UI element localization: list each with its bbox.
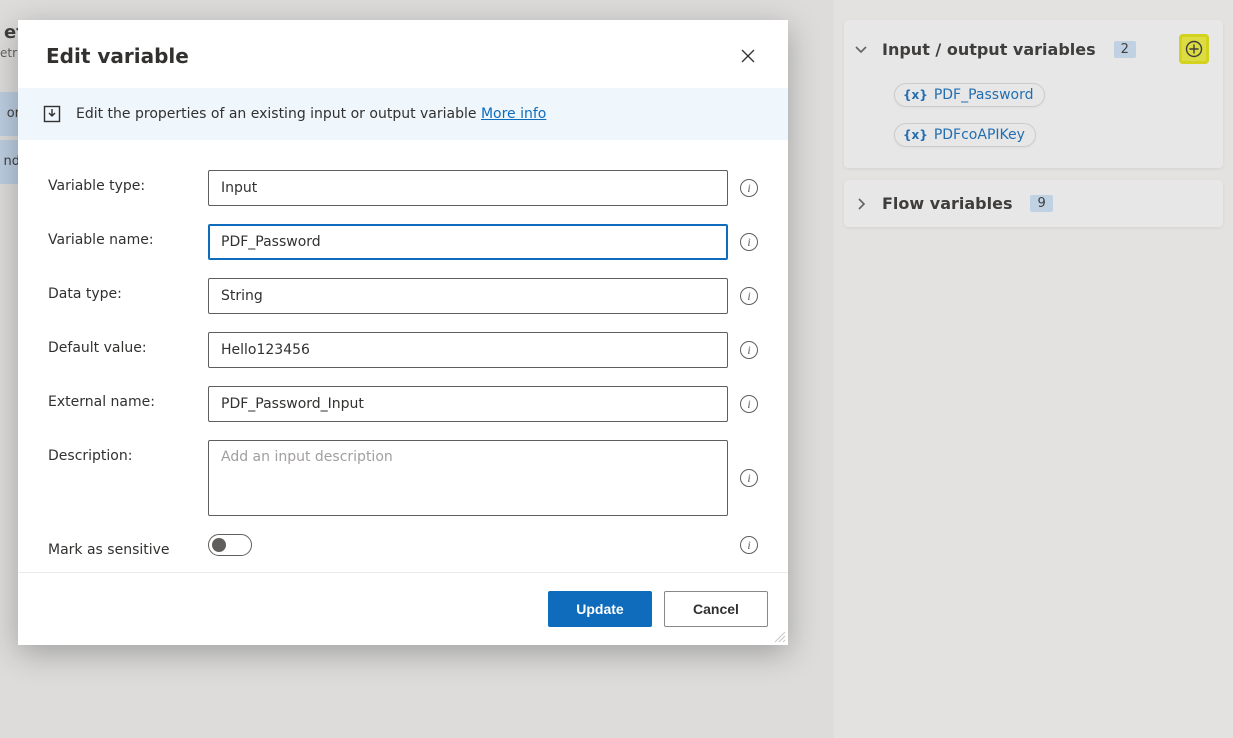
row-variable-type: Variable type: i <box>48 170 758 206</box>
more-info-link[interactable]: More info <box>481 106 546 122</box>
variable-row[interactable]: {x} PDF_Password Hello123456 <box>844 78 1223 118</box>
label-variable-type: Variable type: <box>48 170 192 194</box>
label-sensitive: Mark as sensitive <box>48 534 192 558</box>
flow-variables-section: Flow variables 9 <box>844 180 1223 227</box>
add-variable-button[interactable] <box>1179 34 1209 64</box>
row-external-name: External name: i <box>48 386 758 422</box>
flow-variables-count: 9 <box>1030 195 1052 212</box>
external-name-input[interactable] <box>208 386 728 422</box>
label-external-name: External name: <box>48 386 192 410</box>
info-icon[interactable]: i <box>740 179 758 197</box>
info-band: Edit the properties of an existing input… <box>18 88 788 140</box>
variable-type-select[interactable] <box>208 170 728 206</box>
row-sensitive: Mark as sensitive i <box>48 534 758 558</box>
info-icon[interactable]: i <box>740 469 758 487</box>
variable-value: hirenpatel2236@gm... <box>1030 122 1190 148</box>
variable-name-input[interactable] <box>208 224 728 260</box>
io-variables-count: 2 <box>1114 41 1136 58</box>
row-variable-name: Variable name: i <box>48 224 758 260</box>
update-button[interactable]: Update <box>548 591 652 627</box>
modal-footer: Update Cancel <box>18 572 788 645</box>
io-variables-section: Input / output variables 2 {x} PDF_Passw… <box>844 20 1223 168</box>
variable-row[interactable]: {x} PDFcoAPIKey hirenpatel2236@gm... <box>844 118 1223 158</box>
variable-chip[interactable]: {x} PDFcoAPIKey <box>894 123 1036 147</box>
row-default-value: Default value: i <box>48 332 758 368</box>
row-description: Description: i <box>48 440 758 516</box>
flow-variables-title: Flow variables <box>882 194 1012 213</box>
description-textarea[interactable] <box>208 440 728 516</box>
info-icon[interactable]: i <box>740 233 758 251</box>
modal-form: Variable type: i Variable name: i Data t… <box>18 140 788 572</box>
flow-variables-header[interactable]: Flow variables 9 <box>844 180 1223 227</box>
info-icon[interactable]: i <box>740 287 758 305</box>
row-data-type: Data type: i <box>48 278 758 314</box>
cancel-button[interactable]: Cancel <box>664 591 768 627</box>
variables-panel: Input / output variables 2 {x} PDF_Passw… <box>833 0 1233 738</box>
edit-variable-modal: Edit variable Edit the properties of an … <box>18 20 788 645</box>
modal-header: Edit variable <box>18 20 788 88</box>
info-icon[interactable]: i <box>740 341 758 359</box>
input-variable-icon <box>42 104 62 124</box>
resize-handle-icon[interactable] <box>774 631 786 643</box>
chevron-right-icon <box>854 197 868 211</box>
default-value-input[interactable] <box>208 332 728 368</box>
info-icon[interactable]: i <box>740 395 758 413</box>
label-description: Description: <box>48 440 192 464</box>
info-icon[interactable]: i <box>740 536 758 554</box>
io-variables-title: Input / output variables <box>882 40 1096 59</box>
io-variables-header[interactable]: Input / output variables 2 <box>844 20 1223 78</box>
modal-title: Edit variable <box>46 44 734 68</box>
data-type-select[interactable] <box>208 278 728 314</box>
info-band-text: Edit the properties of an existing input… <box>76 106 546 122</box>
label-default-value: Default value: <box>48 332 192 356</box>
variable-value: Hello123456 <box>1039 82 1149 108</box>
variable-name: PDFcoAPIKey <box>934 127 1025 143</box>
variable-braces-icon: {x} <box>903 128 928 142</box>
variable-chip[interactable]: {x} PDF_Password <box>894 83 1045 107</box>
sensitive-toggle[interactable] <box>208 534 252 556</box>
chevron-down-icon <box>854 42 868 56</box>
label-data-type: Data type: <box>48 278 192 302</box>
variable-name: PDF_Password <box>934 87 1034 103</box>
label-variable-name: Variable name: <box>48 224 192 248</box>
variable-braces-icon: {x} <box>903 88 928 102</box>
close-button[interactable] <box>734 42 762 70</box>
